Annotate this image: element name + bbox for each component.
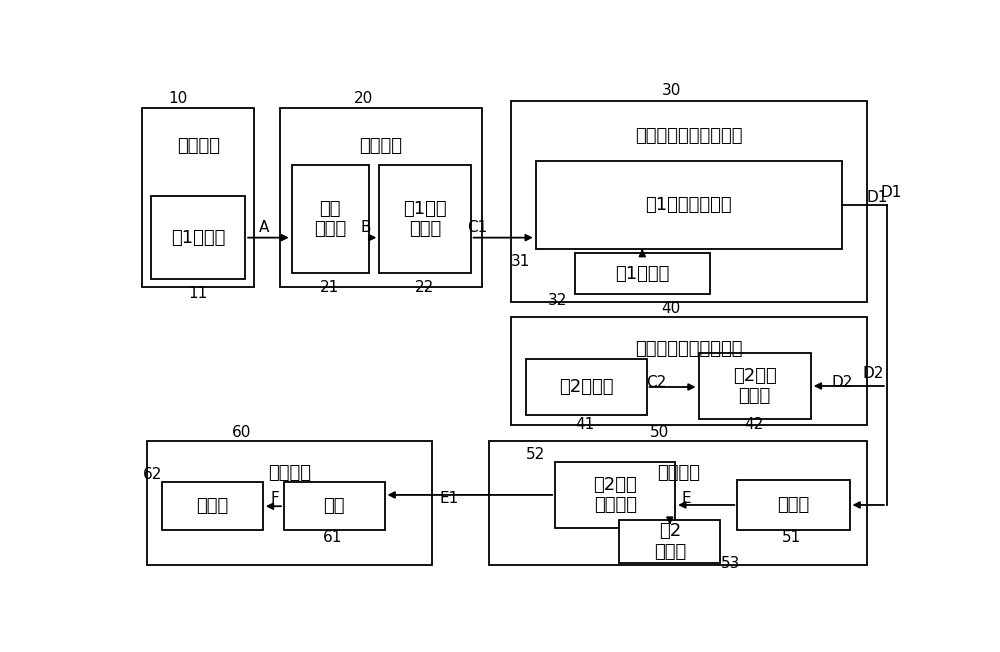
Bar (284, 482, 385, 530)
Text: E1: E1 (439, 491, 459, 506)
Text: 第2偏振
分束器: 第2偏振 分束器 (733, 366, 777, 406)
Text: D2: D2 (832, 376, 853, 391)
Text: 调制装置: 调制装置 (359, 137, 402, 155)
Text: 透镜: 透镜 (324, 497, 345, 515)
Text: D1: D1 (880, 185, 901, 200)
Text: F: F (270, 491, 279, 506)
Text: 42: 42 (744, 417, 763, 432)
Text: 21: 21 (320, 280, 339, 295)
Text: 第1偏振
分束器: 第1偏振 分束器 (403, 200, 447, 239)
Bar (526, 359, 647, 415)
Bar (555, 462, 675, 527)
Bar (280, 108, 482, 287)
Bar (489, 441, 867, 565)
Text: 第2激光器: 第2激光器 (559, 378, 614, 396)
Bar (142, 108, 254, 287)
Text: 50: 50 (650, 424, 669, 439)
Text: 41: 41 (576, 417, 595, 432)
Text: 52: 52 (526, 447, 545, 462)
Text: 接收器: 接收器 (196, 497, 229, 515)
Bar (511, 101, 867, 302)
Text: 30: 30 (662, 83, 681, 98)
Text: 产生辅助高斯光束装置: 产生辅助高斯光束装置 (635, 340, 743, 359)
Text: A: A (259, 220, 270, 235)
Text: D2: D2 (862, 366, 884, 381)
Text: 分束器: 分束器 (777, 496, 810, 514)
Text: 40: 40 (662, 301, 681, 316)
Bar (619, 520, 720, 563)
Text: B: B (360, 220, 370, 235)
Bar (574, 253, 710, 294)
Text: 第1空间光调制器: 第1空间光调制器 (646, 196, 732, 214)
Text: 32: 32 (548, 293, 567, 308)
Text: 22: 22 (415, 280, 434, 295)
Bar (147, 441, 432, 565)
Text: 检测装置: 检测装置 (657, 464, 700, 482)
Text: 11: 11 (188, 286, 207, 301)
Text: 53: 53 (721, 556, 741, 571)
Bar (292, 165, 369, 273)
Text: 10: 10 (168, 91, 187, 106)
Text: 第1激光器: 第1激光器 (171, 229, 225, 246)
Text: 第1控制器: 第1控制器 (615, 265, 670, 282)
Text: 61: 61 (323, 530, 342, 545)
Bar (698, 353, 811, 419)
Text: 31: 31 (511, 254, 530, 269)
Text: 第2
控制器: 第2 控制器 (654, 522, 686, 561)
Bar (379, 165, 471, 273)
Text: 51: 51 (782, 530, 801, 545)
Text: E: E (681, 491, 691, 506)
Text: 第2空间
光调制器: 第2空间 光调制器 (593, 475, 637, 514)
Text: C2: C2 (646, 376, 666, 391)
Bar (737, 480, 850, 530)
Text: D1: D1 (866, 190, 887, 205)
Bar (511, 317, 867, 424)
Text: 20: 20 (354, 91, 373, 106)
Text: 产生待测涡旋光束装置: 产生待测涡旋光束装置 (635, 127, 743, 145)
Bar (536, 161, 842, 249)
Bar (162, 482, 263, 530)
Text: 扩束
准直器: 扩束 准直器 (314, 200, 347, 239)
Text: C1: C1 (468, 220, 488, 235)
Text: 60: 60 (232, 424, 251, 439)
Text: 接收装置: 接收装置 (268, 464, 311, 482)
Text: 高斯光源: 高斯光源 (177, 137, 220, 155)
Bar (151, 196, 245, 279)
Text: 62: 62 (142, 467, 162, 482)
